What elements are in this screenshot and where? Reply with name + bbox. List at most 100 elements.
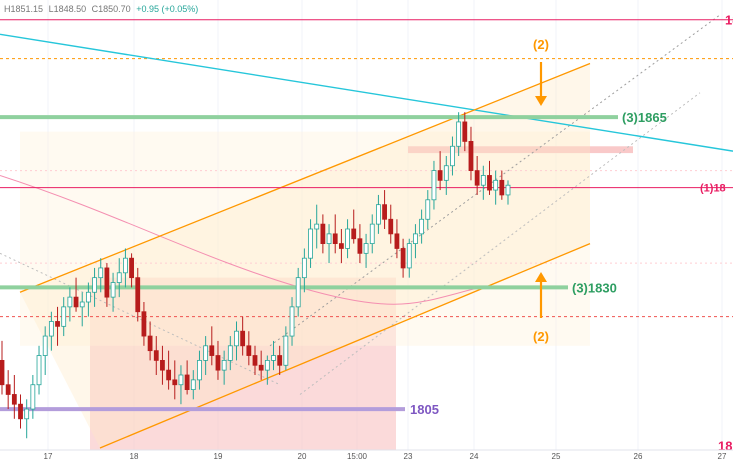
candle-body: [493, 179, 499, 191]
candle-body: [135, 277, 141, 313]
candle-body: [48, 321, 54, 337]
x-tick-label: 25: [552, 452, 561, 461]
candle-body: [18, 403, 23, 420]
candle-body: [382, 204, 387, 220]
candle-body: [283, 335, 289, 366]
candle-body: [252, 355, 258, 366]
ohlc-close: C1850.70: [91, 4, 131, 14]
cream-zone-box: [20, 131, 590, 346]
red-zone-box: [90, 277, 396, 450]
candle-body: [443, 165, 449, 181]
candle-body: [0, 359, 5, 386]
candle-body: [320, 223, 326, 244]
x-tick-label: 24: [470, 452, 479, 461]
candle-body: [240, 330, 246, 347]
candle-body: [98, 267, 104, 279]
candle-body: [153, 350, 159, 361]
candle-body: [42, 335, 48, 356]
candle-body: [67, 296, 73, 308]
ohlc-change: +0.95 (+0.05%): [136, 4, 199, 14]
level-label-mid: (1)18: [700, 183, 726, 195]
x-tick-label: 27: [718, 452, 727, 461]
candle-body: [11, 394, 17, 405]
candle-body: [209, 345, 215, 356]
candle-body: [123, 257, 128, 274]
ohlc-high: H1851.15: [4, 4, 44, 14]
candle-body: [227, 345, 233, 361]
x-tick-label: 19: [214, 452, 223, 461]
candle-body: [413, 233, 418, 245]
candle-body: [110, 282, 116, 298]
channel-upper-line: [19, 62, 591, 293]
x-tick-label: 15:00: [347, 452, 368, 461]
candle-body: [308, 228, 313, 259]
candle-body: [394, 233, 400, 249]
candle-body: [246, 345, 252, 356]
candle-body: [277, 355, 283, 366]
candle-body: [147, 335, 153, 352]
level-label-top: 18: [725, 13, 733, 28]
candle-body: [289, 306, 295, 337]
candle-body: [36, 355, 42, 386]
level-label-1830: (3)1830: [572, 280, 617, 295]
candle-body: [437, 170, 443, 181]
candle-body: [129, 257, 134, 279]
candle-body: [79, 301, 85, 308]
candle-body: [92, 277, 97, 293]
candle-body: [264, 359, 270, 371]
arrow-up-head: [535, 272, 547, 282]
candle-body: [468, 140, 474, 171]
candle-body: [388, 218, 394, 235]
candle-body: [184, 374, 190, 391]
candle-body: [141, 311, 147, 337]
candle-body: [301, 257, 307, 279]
channel-lower-line: [99, 243, 591, 449]
candle-body: [172, 379, 178, 386]
candle-body: [419, 218, 425, 235]
target-box: [408, 146, 633, 154]
candle-body: [30, 384, 36, 410]
candle-body: [400, 248, 406, 269]
x-tick-label: 23: [404, 452, 413, 461]
candle-body: [456, 121, 462, 147]
moving-average-line: [0, 174, 481, 305]
candle-body: [73, 296, 79, 308]
candle-body: [406, 243, 412, 269]
candle-body: [474, 170, 480, 186]
candle-body: [258, 364, 264, 371]
x-tick-label: 18: [130, 452, 139, 461]
candle-body: [480, 175, 486, 186]
x-tick-label: 20: [298, 452, 307, 461]
candle-body: [5, 384, 11, 395]
candle-body: [431, 170, 437, 201]
candle-body: [369, 223, 375, 244]
candle-body: [61, 306, 67, 327]
candle-body: [326, 233, 332, 245]
candle-body: [85, 291, 91, 303]
level-label-1805: 1805: [410, 402, 439, 417]
candle-body: [197, 359, 202, 381]
candle-body: [505, 184, 511, 196]
candle-body: [24, 408, 30, 420]
ohlc-header: H1851.15 L1848.50 C1850.70 +0.95 (+0.05%…: [4, 4, 201, 14]
candle-body: [314, 223, 320, 230]
candle-body: [215, 355, 221, 371]
candle-body: [351, 228, 357, 240]
candle-body: [338, 243, 344, 249]
diagonal-dotted-line: [269, 14, 721, 347]
candle-body: [487, 175, 492, 191]
diagonal-dotted-line-2: [0, 252, 281, 386]
x-tick-label: 26: [634, 452, 643, 461]
arrow-down-head: [535, 96, 547, 106]
candle-body: [295, 277, 301, 308]
candle-body: [450, 145, 455, 167]
level-label-1865: (3)1865: [622, 110, 667, 125]
candle-body: [363, 243, 369, 254]
candle-body: [345, 228, 350, 249]
candle-body: [160, 359, 165, 371]
candle-body: [234, 330, 239, 347]
candle-body: [357, 238, 363, 254]
diagonal-dotted-line-3: [299, 92, 701, 395]
candle-body: [271, 355, 276, 361]
